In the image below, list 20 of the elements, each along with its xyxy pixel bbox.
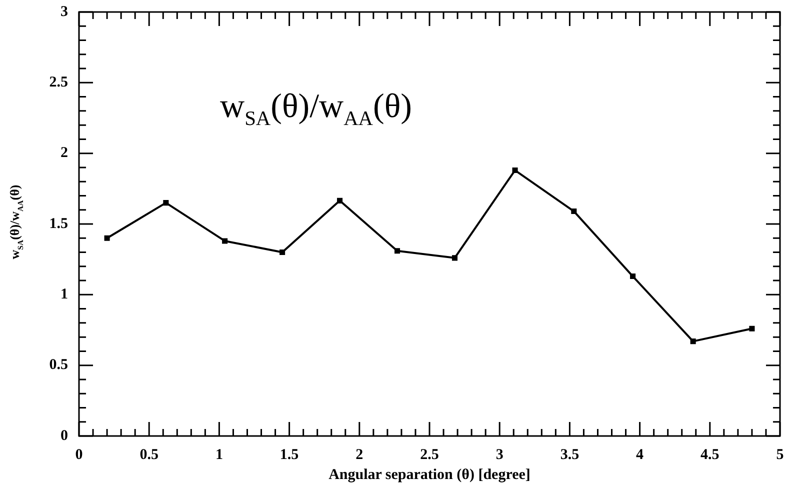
x-tick-label: 3.5 xyxy=(560,446,580,463)
x-tick-label: 5 xyxy=(776,446,784,463)
x-tick-label: 2.5 xyxy=(420,446,439,463)
annotation: w$_{SA}$(θ)/w$_{AA}$(θ) xyxy=(220,88,412,131)
y-tick-label: 1.5 xyxy=(49,216,68,232)
x-tick-label: 0 xyxy=(75,446,83,463)
y-tick-label: 0.5 xyxy=(49,357,68,374)
x-tick-label: 4 xyxy=(636,446,644,463)
x-tick-label: 1 xyxy=(215,446,223,463)
x-axis-title: Angular separation (θ) [degree] xyxy=(328,466,530,483)
y-tick-label: 0 xyxy=(60,428,68,444)
y-tick-label: 2.5 xyxy=(49,74,68,91)
x-tick-label: 4.5 xyxy=(700,446,720,463)
y-tick-label: 3 xyxy=(60,4,68,20)
x-tick-label: 3 xyxy=(496,446,504,463)
x-tick-label: 1.5 xyxy=(280,446,299,463)
y-tick-label: 2 xyxy=(60,145,68,162)
y-tick-label: 1 xyxy=(60,286,68,303)
x-tick-label: 0.5 xyxy=(140,446,158,463)
x-tick-label: 2 xyxy=(356,446,364,463)
